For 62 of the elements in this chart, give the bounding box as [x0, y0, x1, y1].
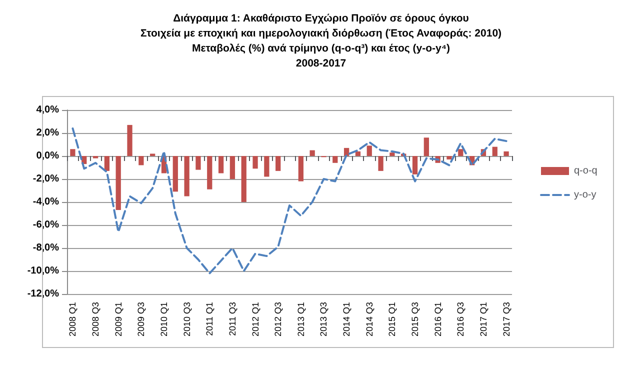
x-tick-label: 2016 Q1: [432, 302, 443, 337]
y-tick-label: -12,0%: [27, 288, 60, 300]
bar: [172, 156, 178, 192]
x-tick-label: 2014 Q1: [342, 302, 352, 337]
x-tick-label: 2009 Q1: [113, 302, 124, 337]
bar: [446, 156, 452, 160]
legend-label: y-o-y: [574, 190, 596, 200]
bar: [104, 156, 110, 171]
bar: [264, 156, 270, 177]
x-tick-label: 2017 Q3: [501, 302, 512, 337]
x-tick-label: 2012 Q3: [273, 302, 284, 337]
x-tick-label: 2011 Q1: [204, 302, 215, 336]
y-tick-label: -10,0%: [27, 266, 60, 276]
x-tick-label: 2008 Q1: [68, 302, 78, 337]
bar: [390, 152, 395, 156]
bar: [310, 150, 315, 156]
bar: [241, 156, 246, 202]
bar: [207, 156, 212, 190]
bar: [366, 146, 372, 156]
x-tick-label: 2011 Q3: [227, 302, 238, 336]
bar: [492, 146, 498, 156]
x-tick-label: 2015 Q3: [410, 302, 420, 337]
x-tick-label: 2017 Q1: [478, 302, 488, 337]
bar: [332, 156, 338, 163]
x-tick-label: 2012 Q1: [250, 302, 260, 337]
x-tick-label: 2008 Q3: [90, 302, 101, 337]
bar: [298, 156, 304, 182]
legend-label: q-o-q: [574, 166, 598, 176]
x-tick-label: 2010 Q1: [158, 302, 169, 337]
bar: [344, 148, 350, 156]
y-tick-label: 2,0%: [36, 128, 60, 138]
y-tick-label: 4,0%: [36, 104, 60, 116]
bar: [196, 156, 201, 170]
bar: [218, 156, 224, 174]
y-tick-label: -6,0%: [32, 220, 60, 230]
bar: [138, 156, 144, 166]
y-tick-label: 0,0%: [36, 150, 60, 162]
bar: [116, 156, 121, 210]
bar: [70, 149, 76, 156]
bar: [504, 151, 509, 156]
y-tick-label: -4,0%: [32, 196, 60, 208]
x-tick-label: 2013 Q1: [296, 302, 306, 337]
y-tick-label: -2,0%: [32, 174, 60, 184]
x-tick-label: 2015 Q1: [387, 302, 398, 337]
chart-title: Διάγραμμα 1: Ακαθάριστο Εγχώριο Προϊόν σε όρους όγκου Στοιχεία με εποχική και ημερολογιακή διόρθωση (Έτος Αναφοράς: 2010) Μεταβολές (%) ανά τρίμηνο (q-o-q³) και έτος (y-o-y⁴) 2008-2017: [140, 12, 502, 70]
x-tick-label: 2010 Q3: [182, 302, 192, 337]
x-tick-label: 2016 Q3: [456, 302, 466, 337]
bar: [412, 156, 418, 174]
bar: [355, 151, 361, 156]
line-series: [72, 127, 508, 274]
bar: [378, 156, 384, 171]
bar: [424, 138, 429, 156]
bar: [458, 149, 464, 156]
bar: [184, 156, 190, 196]
y-tick-label: -8,0%: [32, 242, 60, 254]
bar: [276, 156, 281, 171]
x-tick-label: 2014 Q3: [364, 302, 374, 337]
bar: [230, 156, 236, 179]
x-tick-label: 2009 Q3: [136, 302, 146, 337]
bar: [127, 124, 132, 156]
bar: [252, 156, 258, 169]
x-tick-label: 2013 Q3: [318, 302, 329, 337]
